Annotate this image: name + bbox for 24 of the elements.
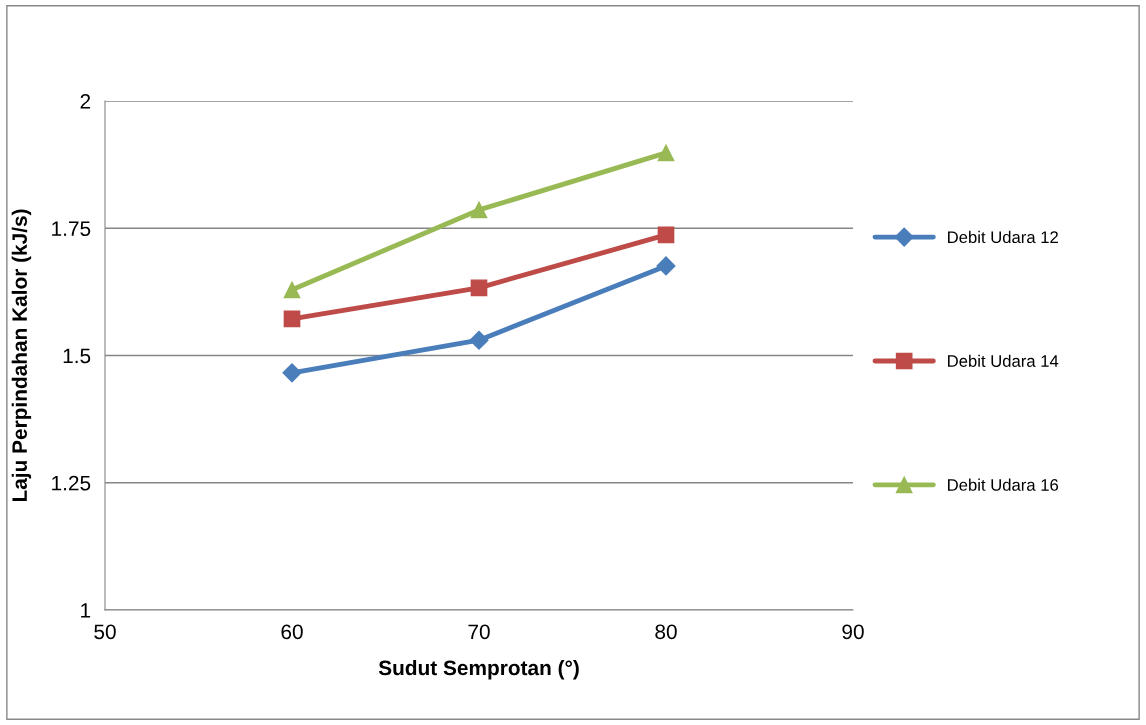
point <box>470 201 488 219</box>
x-tick-label: 90 <box>842 624 864 640</box>
y-tick-label: 1.25 <box>52 475 91 491</box>
point <box>470 279 488 297</box>
y-axis-title: Laju Perpindahan Kalor (kJ/s) <box>11 209 32 502</box>
point <box>657 226 675 244</box>
point <box>656 256 676 276</box>
legend-label: Debit Udara 16 <box>948 478 1059 491</box>
point <box>283 281 301 299</box>
x-axis-title: Sudut Semprotan (°) <box>378 659 579 680</box>
x-tick-label: 50 <box>94 624 116 640</box>
point <box>282 363 302 383</box>
point <box>469 330 489 350</box>
point <box>283 310 301 328</box>
x-tick-label: 80 <box>655 624 677 640</box>
x-tick-label: 70 <box>468 624 490 640</box>
y-tick-label: 1 <box>81 603 91 618</box>
y-tick-label: 2 <box>80 94 91 109</box>
x-tick-label: 60 <box>281 624 303 640</box>
legend-label: Debit Udara 14 <box>948 354 1059 367</box>
point <box>657 144 675 162</box>
y-tick-label: 1.5 <box>63 348 91 364</box>
y-tick-label: 1.75 <box>52 221 91 236</box>
legend-label: Debit Udara 12 <box>948 230 1058 244</box>
